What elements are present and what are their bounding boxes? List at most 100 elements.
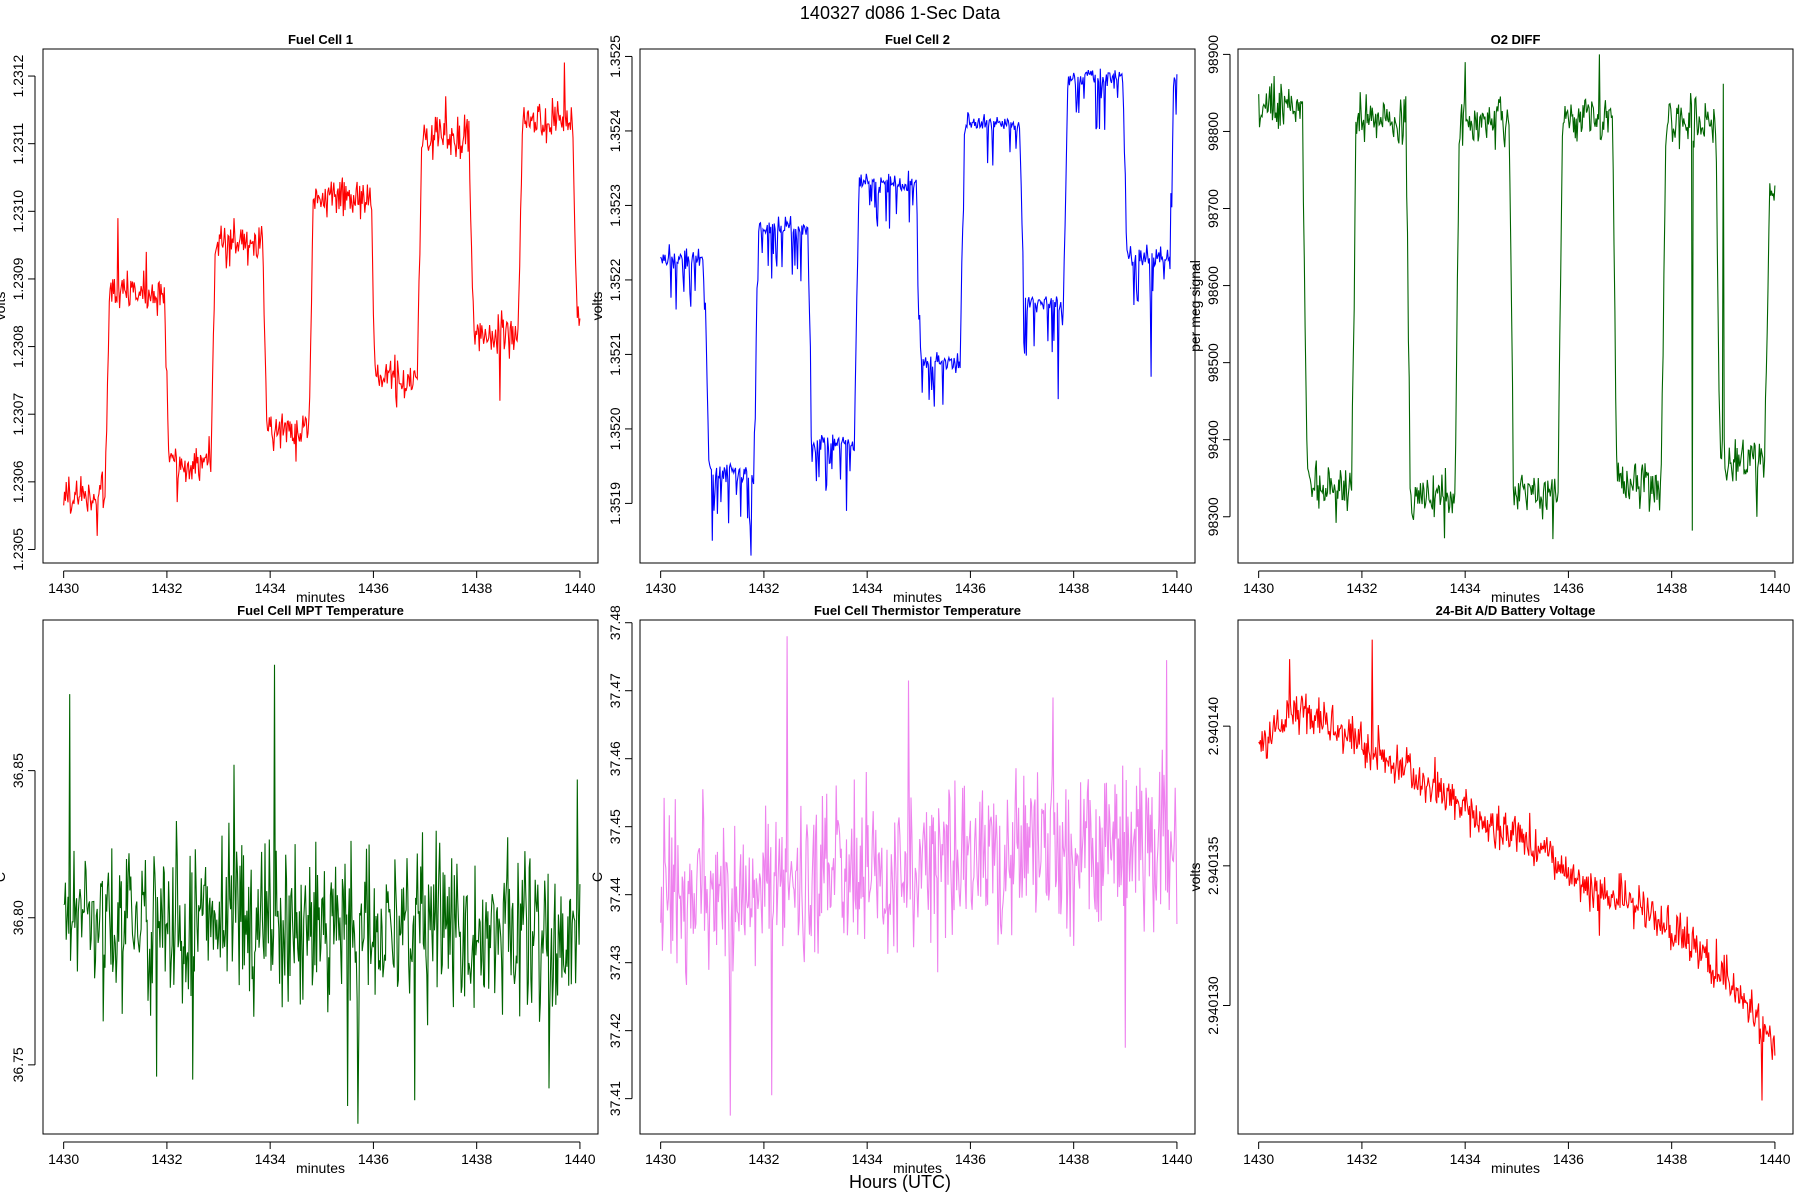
y-tick-label: 1.3523 xyxy=(607,184,623,227)
series-line xyxy=(660,68,1178,556)
y-tick-label: 37.43 xyxy=(607,945,623,980)
x-tick-label: 1430 xyxy=(1243,580,1274,596)
x-tick-label: 1436 xyxy=(358,1151,389,1167)
figure-xlabel: Hours (UTC) xyxy=(849,1172,951,1192)
y-tick-label: 1.3524 xyxy=(607,109,623,152)
y-tick-label: 98400 xyxy=(1205,420,1221,459)
x-tick-label: 1432 xyxy=(748,1151,779,1167)
chart-panel-2: Fuel Cell 2 minutes volts 1430 1432 1434 1436 1… xyxy=(589,32,1196,605)
x-axis-label: minutes xyxy=(893,589,942,605)
plot-frame xyxy=(639,48,1196,564)
y-tick-label: 1.2310 xyxy=(10,190,26,233)
y-tick-label: 36.75 xyxy=(10,1047,26,1082)
y-tick-label: 1.2306 xyxy=(10,460,26,503)
x-tick-label: 1438 xyxy=(1656,1151,1687,1167)
x-tick-label: 1438 xyxy=(1058,1151,1089,1167)
y-tick-label: 37.48 xyxy=(607,605,623,640)
x-tick-label: 1440 xyxy=(1161,580,1192,596)
x-tick-label: 1430 xyxy=(48,580,79,596)
y-tick-label: 1.2307 xyxy=(10,393,26,436)
y-axis-label: per meg signal xyxy=(1187,260,1203,352)
y-tick-label: 37.46 xyxy=(607,741,623,776)
y-tick-label: 2.940140 xyxy=(1205,697,1221,756)
x-tick-label: 1430 xyxy=(1243,1151,1274,1167)
x-tick-label: 1440 xyxy=(1759,1151,1790,1167)
x-tick-label: 1434 xyxy=(255,580,286,596)
chart-title: Fuel Cell Thermistor Temperature xyxy=(814,603,1021,618)
x-tick-label: 1438 xyxy=(1058,580,1089,596)
chart-panel-6: 24-Bit A/D Battery Voltage minutes volts 14… xyxy=(1187,603,1794,1176)
x-axis-label: minutes xyxy=(296,1160,345,1176)
x-tick-label: 1430 xyxy=(645,1151,676,1167)
y-tick-label: 37.47 xyxy=(607,673,623,708)
y-tick-label: 1.3519 xyxy=(607,482,623,525)
y-tick-label: 1.2308 xyxy=(10,325,26,368)
y-axis-label: C xyxy=(0,872,8,882)
y-tick-label: 1.3522 xyxy=(607,258,623,301)
x-axis-label: minutes xyxy=(893,1160,942,1176)
y-tick-label: 1.3520 xyxy=(607,407,623,450)
x-tick-label: 1436 xyxy=(955,1151,986,1167)
chart-title: Fuel Cell 1 xyxy=(288,32,353,47)
series-line xyxy=(63,664,581,1124)
x-axis-label: minutes xyxy=(1491,1160,1540,1176)
x-tick-label: 1438 xyxy=(461,580,492,596)
y-axis-label: volts xyxy=(1187,863,1203,892)
y-tick-label: 37.42 xyxy=(607,1013,623,1048)
chart-panel-1: Fuel Cell 1 minutes volts 1430 1432 1434 1436 1… xyxy=(0,32,599,605)
x-tick-label: 1432 xyxy=(151,1151,182,1167)
y-tick-label: 98900 xyxy=(1205,35,1221,74)
y-tick-label: 2.940135 xyxy=(1205,836,1221,895)
plot-frame xyxy=(42,619,599,1135)
y-tick-label: 37.44 xyxy=(607,877,623,912)
y-axis-label: volts xyxy=(589,292,605,321)
y-tick-label: 37.41 xyxy=(607,1081,623,1116)
plot-frame xyxy=(1237,48,1794,564)
plot-frame xyxy=(1237,619,1794,1135)
x-tick-label: 1434 xyxy=(852,580,883,596)
x-tick-label: 1438 xyxy=(1656,580,1687,596)
y-tick-label: 1.2309 xyxy=(10,257,26,300)
y-tick-label: 36.85 xyxy=(10,753,26,788)
x-tick-label: 1434 xyxy=(852,1151,883,1167)
x-tick-label: 1436 xyxy=(358,580,389,596)
x-tick-label: 1434 xyxy=(1450,580,1481,596)
y-axis-label: C xyxy=(589,872,605,882)
y-tick-label: 98600 xyxy=(1205,266,1221,305)
y-tick-label: 2.940130 xyxy=(1205,976,1221,1035)
y-tick-label: 37.45 xyxy=(607,809,623,844)
x-tick-label: 1440 xyxy=(1759,580,1790,596)
x-axis-label: minutes xyxy=(296,589,345,605)
chart-panel-4: Fuel Cell MPT Temperature minutes C 1430 143… xyxy=(0,603,599,1176)
series-line xyxy=(1258,54,1776,540)
x-tick-label: 1432 xyxy=(1346,580,1377,596)
x-tick-label: 1440 xyxy=(1161,1151,1192,1167)
x-tick-label: 1432 xyxy=(1346,1151,1377,1167)
chart-panel-3: O2 DIFF minutes per meg signal 1430 1432 1434… xyxy=(1187,32,1794,605)
x-tick-label: 1430 xyxy=(645,580,676,596)
x-axis-label: minutes xyxy=(1491,589,1540,605)
x-tick-label: 1436 xyxy=(1553,1151,1584,1167)
x-tick-label: 1438 xyxy=(461,1151,492,1167)
y-tick-label: 36.80 xyxy=(10,900,26,935)
x-tick-label: 1436 xyxy=(955,580,986,596)
y-tick-label: 98800 xyxy=(1205,112,1221,151)
y-tick-label: 1.2305 xyxy=(10,528,26,571)
y-tick-label: 1.3521 xyxy=(607,333,623,376)
x-tick-label: 1434 xyxy=(1450,1151,1481,1167)
y-axis-label: volts xyxy=(0,292,8,321)
plot-frame xyxy=(639,619,1196,1135)
x-tick-label: 1440 xyxy=(564,1151,595,1167)
series-line xyxy=(660,636,1178,1116)
x-tick-label: 1432 xyxy=(748,580,779,596)
series-line xyxy=(63,62,581,536)
x-tick-label: 1432 xyxy=(151,580,182,596)
chart-title: Fuel Cell 2 xyxy=(885,32,950,47)
x-tick-label: 1440 xyxy=(564,580,595,596)
y-tick-label: 98700 xyxy=(1205,189,1221,228)
series-line xyxy=(1258,639,1776,1101)
chart-panel-5: Fuel Cell Thermistor Temperature minutes C… xyxy=(589,603,1196,1176)
y-tick-label: 1.2312 xyxy=(10,54,26,97)
y-tick-label: 1.2311 xyxy=(10,123,26,165)
